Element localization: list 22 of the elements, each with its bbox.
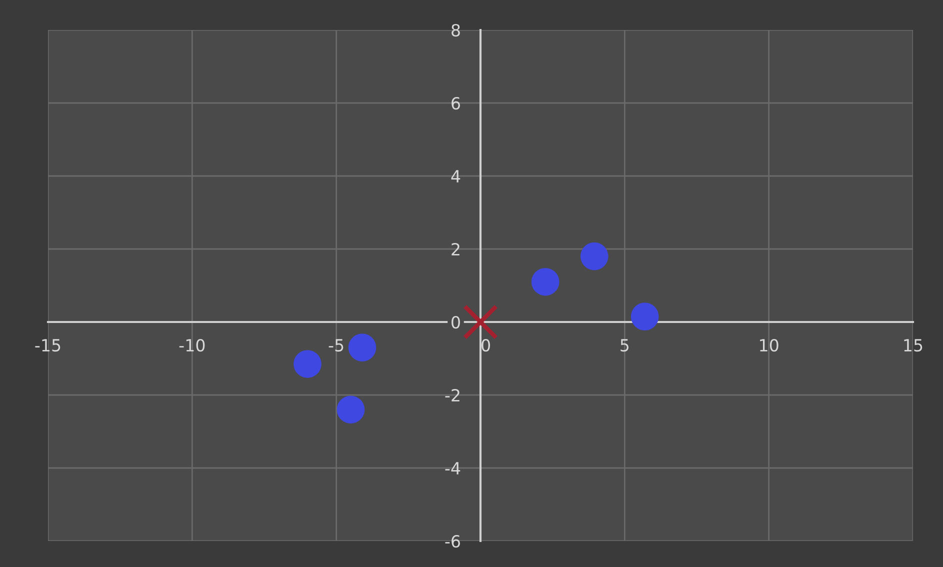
x-tick-label: -15 [35,339,60,352]
point [531,268,560,296]
y-tick-label: 8 [452,24,460,37]
point [348,334,376,362]
x-tick-label: 0 [482,338,490,352]
x-tick-label: 5 [620,339,629,352]
y-tick-label: -2 [445,388,460,402]
point [336,396,365,424]
y-tick-label: 2 [452,242,460,256]
point [294,350,322,378]
y-tick-label: 6 [452,96,460,110]
x-tick-label: 15 [904,339,922,352]
point [630,302,659,330]
point [580,242,608,270]
point [462,304,498,340]
x-tick-label: -10 [179,338,205,352]
y-tick-label: -6 [445,534,460,548]
x-tick-label: 10 [760,338,778,352]
y-tick-label: 4 [451,170,460,182]
y-tick-label: -4 [445,462,460,474]
y-tick-label: 0 [452,316,460,329]
x-tick-label: -5 [328,339,344,352]
